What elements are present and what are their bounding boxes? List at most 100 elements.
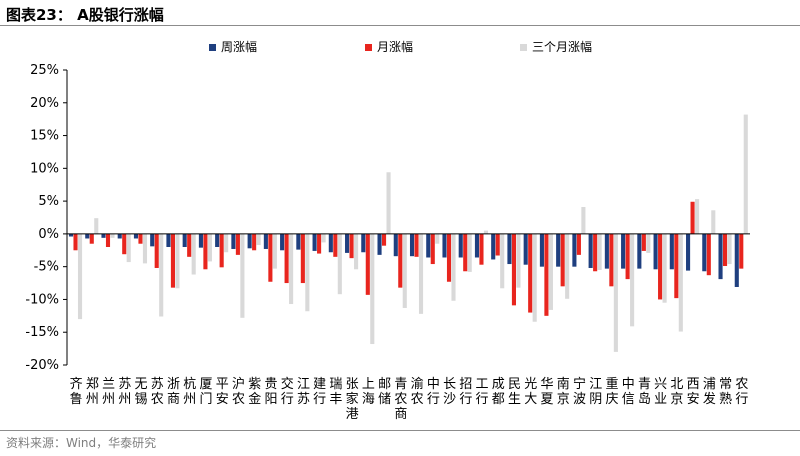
bar: [354, 233, 359, 270]
x-tick-label: 贵阳: [264, 377, 277, 407]
bar: [613, 233, 618, 352]
bar: [312, 233, 317, 251]
bar: [203, 233, 208, 270]
x-tick-label: 华夏: [541, 377, 554, 407]
bar: [170, 233, 175, 288]
x-tick-label: 紫金: [248, 377, 261, 407]
bar: [463, 233, 468, 272]
bar: [686, 233, 691, 271]
x-tick-label: 南京: [557, 376, 570, 407]
bar: [609, 233, 614, 287]
bar: [150, 233, 155, 247]
bar: [576, 233, 581, 255]
x-tick-label: 杭州: [183, 377, 196, 407]
x-tick-label: 交行: [281, 376, 294, 407]
y-tick-label: 25%: [30, 63, 59, 78]
y-tick-label: -20%: [25, 358, 59, 373]
bar: [349, 233, 354, 259]
bar: [398, 233, 403, 288]
bar: [154, 233, 159, 268]
bar: [187, 233, 192, 257]
bar: [138, 233, 143, 244]
bar: [418, 233, 424, 314]
bar: [565, 233, 570, 299]
bar: [73, 233, 78, 251]
bar: [252, 233, 257, 251]
bar: [333, 233, 338, 257]
x-tick-label: 工行: [476, 377, 489, 407]
bar: [77, 233, 83, 320]
bar: [467, 233, 472, 272]
bar: [256, 233, 261, 246]
bar: [105, 233, 111, 247]
bar: [166, 233, 171, 247]
bar: [117, 233, 122, 239]
source-note: 资料来源：Wind，华泰研究: [6, 436, 157, 450]
bar: [572, 233, 577, 267]
x-tick-label: 农行: [735, 377, 748, 407]
bar: [442, 233, 447, 258]
legend-label-monthly: 月涨幅: [377, 40, 414, 54]
x-tick-label: 苏州: [118, 376, 131, 407]
x-tick-label: 渝农: [411, 376, 424, 407]
bar: [625, 233, 630, 280]
x-tick-label: 江阴: [589, 377, 602, 407]
bar: [548, 233, 553, 310]
bar: [191, 233, 196, 275]
bar: [328, 233, 333, 253]
x-tick-label: 中信: [622, 377, 635, 407]
bar: [695, 199, 700, 234]
x-tick-label: 常熟: [719, 377, 732, 407]
bar: [727, 233, 732, 265]
bar: [711, 210, 716, 234]
bar: [94, 218, 99, 234]
bar: [175, 233, 180, 289]
legend-swatch-three-month: [520, 44, 527, 51]
x-tick-label: 平安: [216, 377, 229, 407]
x-tick-label: 民生: [508, 377, 521, 407]
bar: [653, 233, 658, 270]
x-tick-label: 长沙: [443, 377, 456, 407]
bar: [321, 233, 326, 243]
legend-swatch-weekly: [209, 44, 216, 51]
x-tick-label: 浙商: [167, 377, 180, 407]
bar: [284, 233, 289, 284]
bar: [280, 233, 285, 251]
bar: [159, 233, 164, 317]
bar: [516, 233, 521, 288]
bar: [658, 233, 663, 300]
bar: [739, 233, 744, 269]
bar: [706, 233, 711, 276]
bar: [458, 233, 463, 258]
bar: [560, 233, 565, 287]
x-tick-label: 张家港: [346, 377, 359, 422]
x-tick-label: 建行: [313, 377, 326, 407]
y-tick-label: -10%: [25, 292, 59, 307]
bar: [544, 233, 549, 316]
bar: [207, 233, 212, 262]
bar: [528, 233, 533, 313]
y-tick-label: 15%: [30, 129, 59, 144]
bar: [674, 233, 679, 299]
y-tick-label: 0%: [38, 227, 59, 242]
x-tick-label: 中行: [427, 377, 440, 407]
legend-swatch-monthly: [365, 44, 372, 51]
bar: [101, 233, 106, 238]
bar: [85, 233, 90, 239]
y-tick-label: 5%: [38, 194, 59, 209]
bar: [133, 233, 139, 239]
x-tick-label: 西安: [687, 377, 700, 407]
bar: [231, 233, 236, 249]
bar: [142, 233, 148, 264]
x-tick-label: 青岛: [638, 377, 651, 407]
bar: [500, 233, 505, 289]
x-tick-label: 瑞丰: [329, 377, 342, 407]
x-tick-label: 郑州: [86, 377, 99, 407]
bar: [690, 201, 695, 234]
bar: [414, 233, 419, 257]
bar: [235, 233, 240, 255]
bar: [426, 233, 431, 258]
bar: [678, 233, 683, 332]
bar: [263, 233, 268, 249]
bar: [240, 233, 245, 318]
